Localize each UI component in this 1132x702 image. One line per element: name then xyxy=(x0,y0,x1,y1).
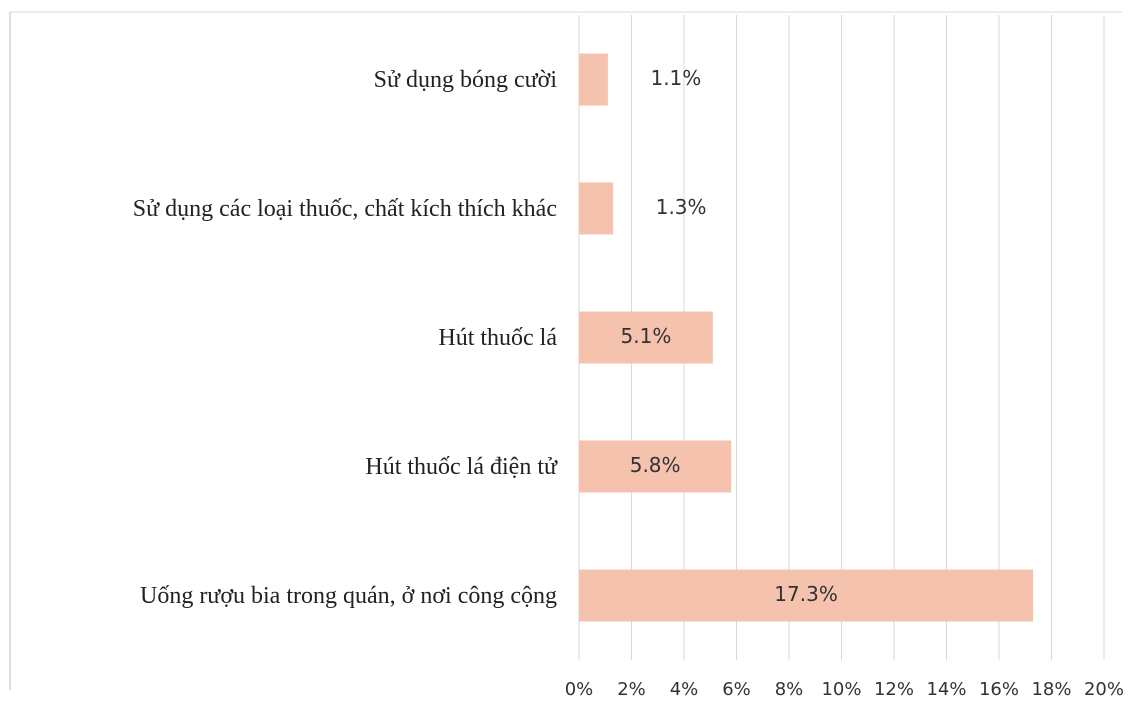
x-tick-label: 16% xyxy=(979,679,1019,700)
x-tick-label: 6% xyxy=(722,679,751,700)
x-tick-label: 14% xyxy=(926,679,966,700)
x-tick-label: 4% xyxy=(670,679,699,700)
bar xyxy=(579,182,614,235)
x-tick-label: 0% xyxy=(565,679,594,700)
x-tick-label: 8% xyxy=(775,679,804,700)
x-tick-label: 2% xyxy=(617,679,646,700)
category-label: Uống rượu bia trong quán, ở nơi công cộn… xyxy=(139,582,557,609)
x-tick-label: 20% xyxy=(1084,679,1124,700)
category-label: Sử dụng các loại thuốc, chất kích thích … xyxy=(132,195,557,222)
value-label: 5.8% xyxy=(630,453,681,477)
bar xyxy=(579,440,732,493)
bar xyxy=(579,311,713,364)
x-tick-label: 12% xyxy=(874,679,914,700)
value-label: 1.1% xyxy=(650,66,701,90)
x-tick-label: 10% xyxy=(821,679,861,700)
x-tick-label: 18% xyxy=(1031,679,1071,700)
category-label: Sử dụng bóng cười xyxy=(373,66,557,93)
value-label: 17.3% xyxy=(774,582,838,606)
category-label: Hút thuốc lá điện tử xyxy=(365,453,557,480)
value-label: 5.1% xyxy=(621,324,672,348)
bar xyxy=(579,53,608,106)
value-label: 1.3% xyxy=(656,195,707,219)
bar xyxy=(579,569,1034,622)
category-label: Hút thuốc lá xyxy=(438,324,557,351)
